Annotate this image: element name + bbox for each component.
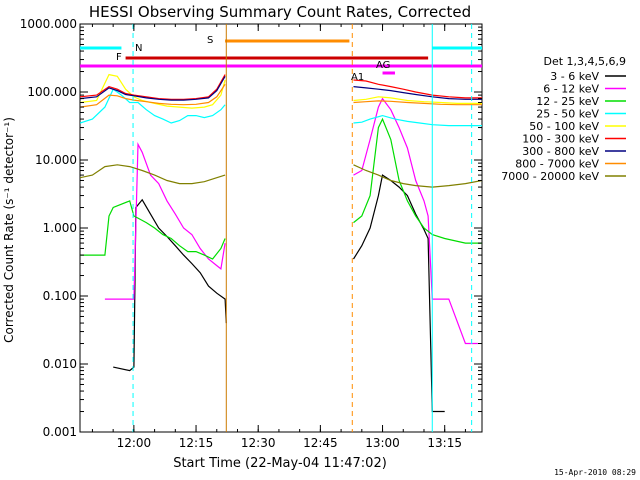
legend-title: Det 1,3,4,5,6,9 [543, 55, 626, 68]
legend-label: 800 - 7000 keV [515, 158, 599, 171]
plot-frame [79, 23, 483, 433]
x-axis-label: Start Time (22-May-04 11:47:02) [173, 456, 387, 471]
x-tick-label: 13:00 [365, 436, 400, 450]
legend-label: 3 - 6 keV [550, 70, 599, 83]
series-line [352, 174, 445, 413]
series-line [80, 74, 226, 100]
series-line [353, 164, 482, 188]
chart-title: HESSI Observing Summary Count Rates, Cor… [89, 3, 471, 21]
y-axis-label: Corrected Count Rate (s⁻¹ detector⁻¹) [2, 117, 16, 343]
x-tick-label: 12:45 [303, 436, 338, 450]
y-tick-label: 0.100 [43, 289, 77, 303]
series-line [353, 86, 482, 100]
series-line [353, 79, 482, 99]
legend-label: 12 - 25 keV [536, 95, 599, 108]
flare-label: F [116, 52, 122, 63]
series-line [80, 75, 226, 101]
series-line [80, 164, 226, 185]
series-line [353, 117, 482, 244]
legend-label: 300 - 800 keV [522, 145, 599, 158]
legend-label: 7000 - 20000 keV [501, 170, 599, 183]
y-tick-label: 100.000 [27, 85, 77, 99]
attenuator-label: A1 [351, 72, 364, 83]
legend-label: 6 - 12 keV [543, 83, 599, 96]
x-tick-label: 12:00 [117, 436, 152, 450]
series-line [353, 96, 482, 104]
x-tick-label: 13:15 [427, 436, 462, 450]
legend-label: 50 - 100 keV [529, 120, 599, 133]
series-line [80, 83, 226, 108]
series-line [353, 97, 478, 345]
y-tick-label: 10.000 [35, 153, 77, 167]
y-tick-label: 1000.000 [20, 17, 77, 31]
series-line [113, 198, 227, 372]
series-line [80, 200, 226, 260]
saa-label: S [207, 35, 213, 46]
y-tick-label: 1.000 [43, 221, 77, 235]
series-line [104, 141, 226, 300]
y-tick-label: 0.001 [43, 425, 77, 439]
series-line [80, 88, 226, 124]
state-bars [80, 39, 482, 75]
y-tick-label: 0.010 [43, 357, 77, 371]
x-tick-label: 12:30 [241, 436, 276, 450]
series-lines [80, 73, 482, 413]
plot-border [79, 23, 483, 433]
state-vertical-lines [132, 24, 473, 432]
axes: 12:00 12:15 12:30 12:45 13:00 13:15 0.001 0.010… [20, 17, 482, 450]
x-tick-label: 12:15 [179, 436, 214, 450]
timestamp: 15-Apr-2010 08:29 [554, 468, 636, 477]
series-line [353, 114, 482, 127]
legend-label: 25 - 50 keV [536, 108, 599, 121]
decimation-label: AG [376, 60, 390, 71]
series-line [353, 100, 482, 106]
legend-label: 100 - 300 keV [522, 133, 599, 146]
night-label: N [135, 43, 142, 54]
